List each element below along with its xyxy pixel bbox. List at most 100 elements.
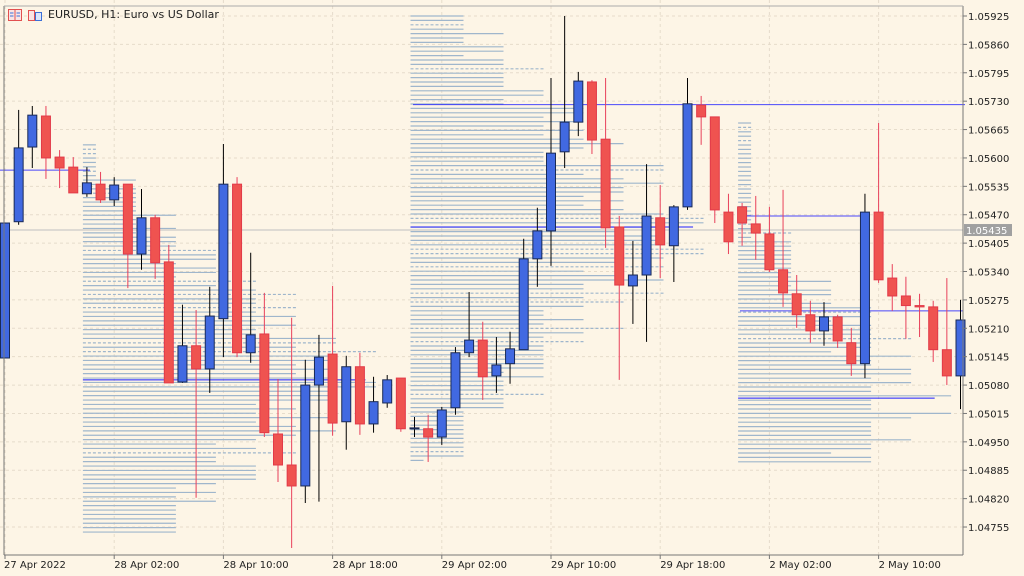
candle bbox=[805, 300, 816, 343]
time-tick-label: 29 Apr 02:00 bbox=[442, 560, 507, 571]
candle-body bbox=[204, 315, 215, 370]
price-tick-label: 1.05015 bbox=[968, 409, 1009, 420]
price-tick-label: 1.05665 bbox=[968, 126, 1009, 137]
candle bbox=[450, 347, 461, 415]
candle bbox=[655, 185, 666, 279]
candle-body bbox=[464, 339, 475, 354]
candle-body bbox=[928, 306, 939, 351]
candle-body bbox=[191, 345, 202, 370]
candle bbox=[791, 275, 802, 328]
candle bbox=[928, 300, 939, 362]
candle bbox=[382, 375, 393, 408]
candle bbox=[586, 80, 597, 155]
price-tick-label: 1.05535 bbox=[968, 182, 1009, 193]
candle-body bbox=[177, 345, 188, 383]
price-tick-label: 1.05145 bbox=[968, 353, 1009, 364]
candle bbox=[955, 299, 966, 410]
candle bbox=[668, 205, 679, 282]
candle-body bbox=[436, 409, 447, 438]
candle-body bbox=[150, 217, 161, 264]
candle bbox=[573, 71, 584, 137]
candle bbox=[423, 414, 434, 462]
candle bbox=[614, 216, 625, 380]
candle bbox=[259, 292, 270, 438]
price-tick-label: 1.04755 bbox=[968, 523, 1009, 534]
candle-body bbox=[518, 258, 529, 351]
candle-body bbox=[81, 182, 92, 195]
candle-body bbox=[764, 233, 775, 271]
candle-body bbox=[696, 104, 707, 118]
candle-body bbox=[627, 274, 638, 287]
candle-body bbox=[941, 349, 952, 377]
candle bbox=[395, 377, 406, 432]
candle-body bbox=[95, 183, 106, 201]
candle bbox=[409, 416, 420, 438]
candle-body bbox=[477, 339, 488, 378]
candle bbox=[477, 321, 488, 400]
candle bbox=[737, 202, 748, 246]
candle bbox=[13, 109, 24, 225]
price-tick-label: 1.05340 bbox=[968, 268, 1009, 279]
candle bbox=[900, 276, 911, 339]
candle-body bbox=[40, 115, 51, 159]
candle-body bbox=[914, 305, 925, 308]
candle-body bbox=[27, 114, 38, 148]
candle bbox=[518, 238, 529, 351]
time-tick-label: 27 Apr 2022 bbox=[4, 560, 66, 571]
candle bbox=[122, 183, 133, 289]
time-tick-label: 28 Apr 02:00 bbox=[114, 560, 179, 571]
candle bbox=[436, 406, 447, 445]
candle-body bbox=[600, 138, 611, 229]
chart-header: EURUSD, H1: Euro vs US Dollar bbox=[8, 8, 219, 21]
candle-body bbox=[573, 80, 584, 123]
price-tick-label: 1.04820 bbox=[968, 495, 1009, 506]
candle bbox=[204, 286, 215, 393]
candle-body bbox=[832, 316, 843, 342]
candle-body bbox=[245, 334, 256, 354]
candle bbox=[368, 376, 379, 433]
candle bbox=[859, 193, 870, 379]
time-tick-label: 28 Apr 10:00 bbox=[223, 560, 288, 571]
candle bbox=[341, 355, 352, 450]
candle bbox=[40, 105, 51, 179]
price-tick-label: 1.05600 bbox=[968, 154, 1009, 165]
candle bbox=[887, 264, 898, 311]
candle-body bbox=[450, 352, 461, 409]
candle-body bbox=[218, 183, 229, 320]
price-tick-label: 1.05925 bbox=[968, 12, 1009, 23]
time-tick-label: 2 May 02:00 bbox=[769, 560, 831, 571]
time-tick-label: 28 Apr 18:00 bbox=[333, 560, 398, 571]
candle-body bbox=[423, 428, 434, 438]
candle-body bbox=[955, 319, 966, 377]
candle-body bbox=[341, 366, 352, 423]
candle-body bbox=[13, 147, 24, 223]
candle-body bbox=[846, 342, 857, 365]
candle bbox=[750, 195, 761, 260]
chart-title: EURUSD, H1: Euro vs US Dollar bbox=[48, 8, 219, 21]
candle bbox=[313, 334, 324, 502]
candle bbox=[505, 331, 516, 384]
candle bbox=[300, 359, 311, 503]
candle bbox=[232, 177, 243, 358]
candle-body bbox=[546, 152, 556, 232]
one-click-trading-icon[interactable] bbox=[8, 8, 22, 21]
candle bbox=[286, 317, 297, 548]
candle-body bbox=[327, 353, 338, 424]
price-tick-label: 1.05470 bbox=[968, 211, 1009, 222]
candle bbox=[177, 304, 188, 383]
candle bbox=[354, 352, 365, 435]
candle bbox=[81, 167, 92, 197]
candle-body bbox=[805, 314, 816, 332]
market-depth-icon[interactable] bbox=[28, 9, 42, 21]
candle bbox=[109, 177, 120, 206]
candle-body bbox=[655, 217, 666, 246]
candle-body bbox=[163, 261, 174, 384]
bid-price-label-bg bbox=[964, 224, 1012, 237]
candle bbox=[873, 123, 884, 283]
candle-body bbox=[68, 166, 79, 194]
candle bbox=[723, 193, 734, 255]
candle-body bbox=[286, 464, 297, 487]
